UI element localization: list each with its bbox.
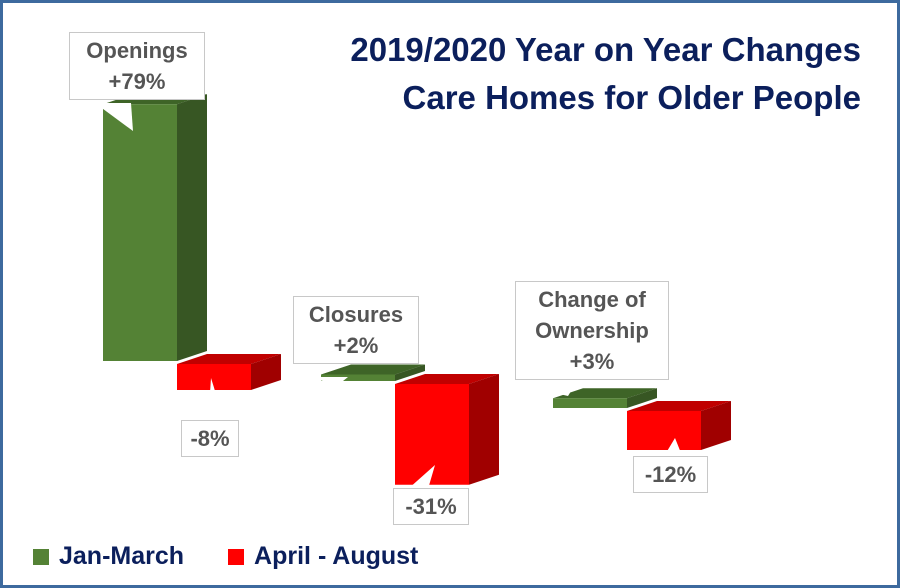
bar-change-of-ownership-april-august: [627, 411, 701, 450]
legend-item-jan-march: Jan-March: [33, 542, 184, 571]
legend: Jan-March April - August: [33, 542, 448, 571]
data-label: -8%: [190, 426, 230, 451]
chart-title-line-2: Care Homes for Older People: [402, 79, 861, 116]
legend-label: Jan-March: [59, 542, 185, 570]
bar-openings-jan-march: [103, 104, 177, 361]
category-label: Closures: [308, 302, 404, 327]
bar-change-of-ownership-jan-march: [553, 398, 627, 408]
bar-chart-3d: [95, 94, 731, 489]
bar-top-closures-april-august: [395, 374, 499, 384]
legend-label: April - August: [254, 542, 419, 570]
data-label: -31%: [405, 494, 457, 519]
callout-pointer: [95, 103, 133, 131]
bar-closures-april-august: [395, 384, 469, 485]
data-label: +79%: [108, 69, 166, 94]
bar-top-openings-april-august: [177, 354, 281, 364]
bar-top-change-of-ownership-jan-march: [553, 388, 657, 399]
callout-closures-april-august: -31%: [393, 488, 469, 525]
data-label: -12%: [644, 462, 697, 487]
legend-swatch: [228, 548, 245, 565]
data-label: +2%: [333, 333, 379, 358]
callout-change-of-ownership-jan-march: Change of Ownership +3%: [515, 281, 669, 380]
bar-top-closures-jan-march: [321, 364, 425, 375]
chart-title-line-1: 2019/2020 Year on Year Changes: [350, 31, 861, 68]
callout-pointer: [208, 378, 225, 423]
callout-pointer: [663, 438, 683, 458]
callout-openings-jan-march: Openings +79%: [69, 32, 205, 100]
callout-pointer: [308, 377, 348, 385]
bar-side-change-of-ownership-april-august: [701, 401, 731, 450]
bar-side-openings-jan-march: [177, 94, 207, 361]
category-label: Ownership: [535, 318, 649, 343]
bar-openings-april-august: [177, 364, 251, 390]
category-label: Change of: [538, 287, 646, 312]
bar-side-closures-april-august: [469, 374, 499, 485]
bar-side-change-of-ownership-jan-march: [627, 388, 657, 408]
legend-item-april-august: April - August: [228, 542, 418, 571]
callout-pointer: [408, 465, 435, 489]
bar-top-change-of-ownership-april-august: [627, 401, 731, 411]
legend-swatch: [33, 548, 49, 565]
callout-closures-jan-march: Closures +2%: [293, 296, 419, 364]
callout-openings-april-august: -8%: [181, 420, 239, 457]
data-label: +3%: [569, 349, 615, 374]
bar-side-closures-jan-march: [395, 364, 425, 381]
bar-side-openings-april-august: [251, 354, 281, 390]
callout-change-of-ownership-april-august: -12%: [633, 456, 708, 493]
category-label: Openings: [86, 38, 188, 63]
callout-pointer: [533, 388, 573, 396]
